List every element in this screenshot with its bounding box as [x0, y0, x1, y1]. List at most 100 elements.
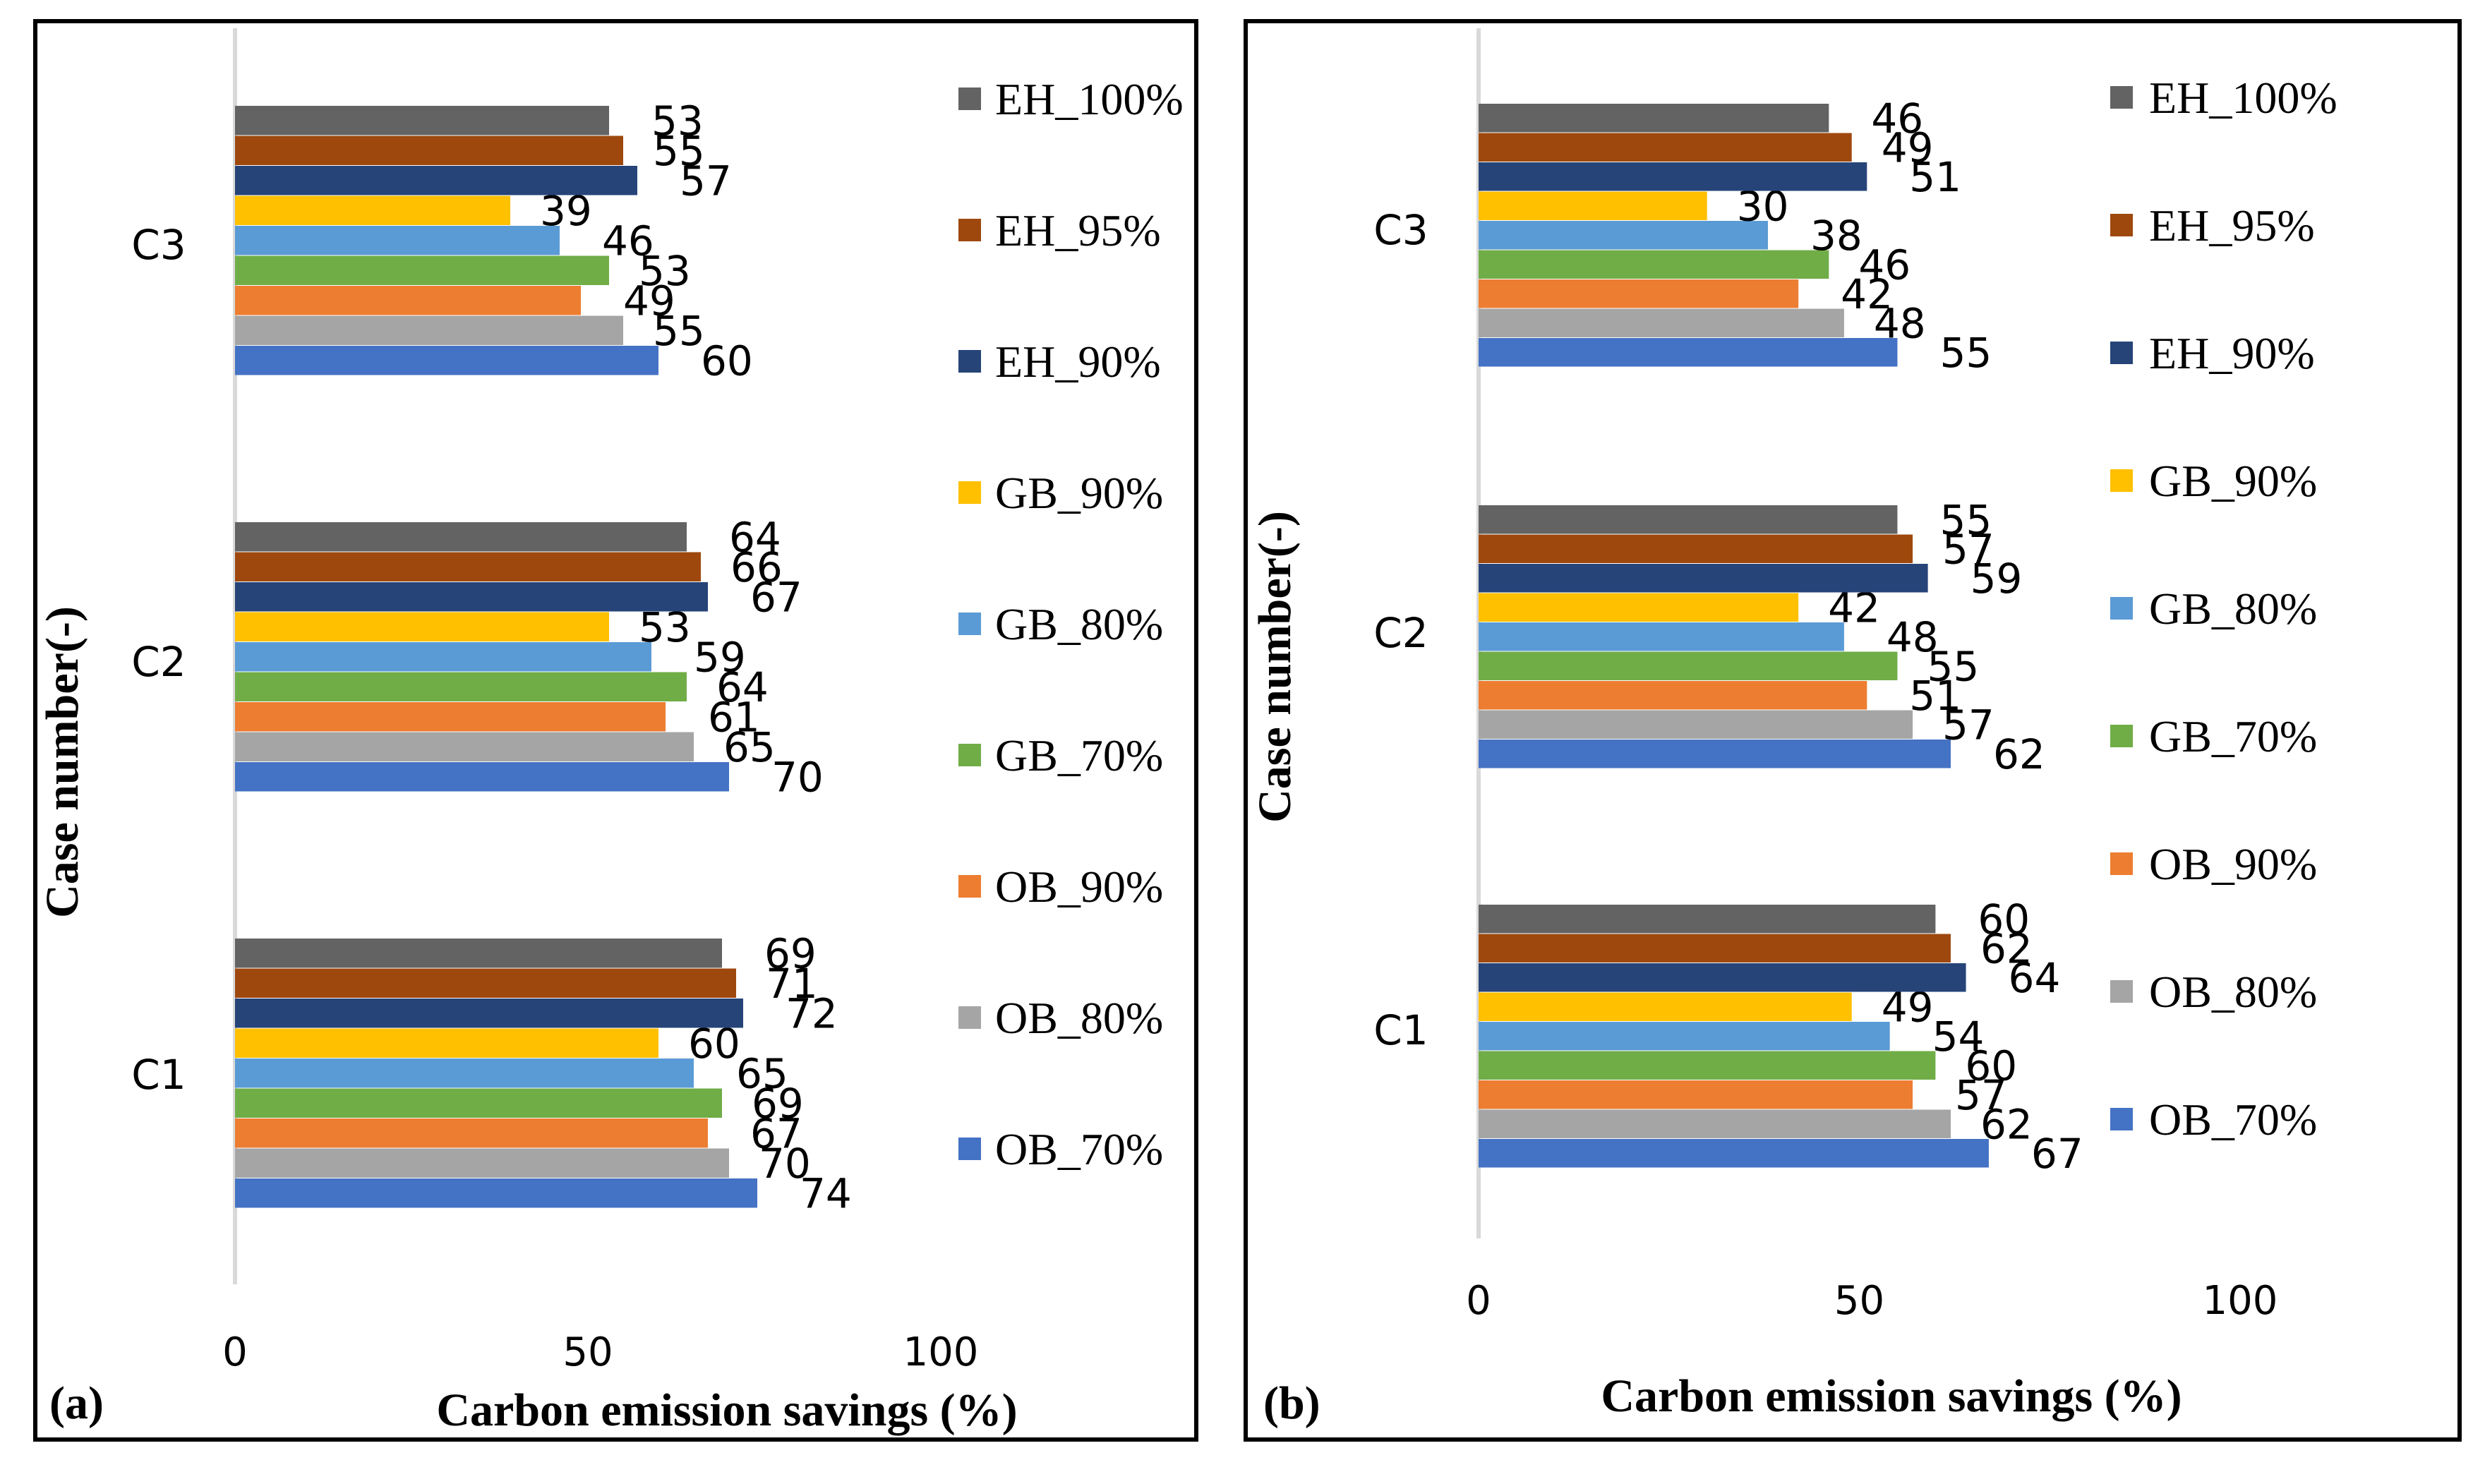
bar [235, 999, 743, 1028]
bar [235, 286, 581, 315]
legend-swatch [958, 1006, 981, 1029]
bar [1479, 250, 1829, 279]
bar [235, 582, 708, 612]
data-label: 46 [602, 217, 654, 265]
category-label: C2 [131, 638, 186, 686]
legend-swatch [958, 88, 981, 110]
data-label: 72 [786, 989, 838, 1037]
legend-swatch [2110, 214, 2133, 236]
legend-swatch [2110, 852, 2133, 875]
data-label: 51 [1909, 672, 1961, 720]
legend-swatch [2110, 1108, 2133, 1130]
legend-label: GB_80% [2149, 584, 2317, 634]
legend-swatch [958, 1138, 981, 1160]
bar [1479, 1109, 1951, 1138]
data-label: 62 [1980, 924, 2033, 972]
bar [235, 255, 609, 285]
bar [235, 315, 623, 345]
data-label: 48 [1887, 613, 1939, 661]
bar [235, 552, 701, 581]
bar [235, 1148, 729, 1178]
data-label: 60 [701, 337, 753, 385]
bar [1479, 740, 1951, 768]
data-label: 64 [716, 663, 769, 711]
bar [235, 1058, 694, 1088]
data-label: 64 [729, 513, 781, 561]
data-label: 70 [771, 753, 824, 801]
data-label: 60 [1965, 1042, 2017, 1090]
bar [235, 642, 651, 672]
panel-a: 747067696560727169C1706561645953676664C2… [33, 19, 1198, 1442]
bar [1479, 681, 1867, 710]
y-axis-title: Case number(-) [37, 606, 88, 918]
data-label: 57 [1955, 1071, 2007, 1119]
x-tick-label: 0 [222, 1329, 248, 1375]
data-label: 70 [759, 1140, 811, 1188]
bar [235, 195, 510, 225]
data-label: 49 [1882, 123, 1934, 171]
data-label: 62 [1980, 1100, 2033, 1148]
data-label: 59 [1970, 555, 2023, 603]
legend-label: GB_80% [995, 599, 1163, 649]
x-tick-label: 50 [562, 1329, 613, 1375]
data-label: 53 [639, 247, 691, 295]
bar [1479, 1080, 1913, 1109]
bar [235, 106, 609, 135]
legend-label: OB_80% [2149, 967, 2317, 1017]
legend-swatch [2110, 469, 2133, 492]
legend-swatch [958, 744, 981, 766]
data-label: 55 [653, 127, 705, 175]
panel-b: 676257605449646260C1625751554842595755C2… [1244, 19, 2462, 1442]
data-label: 55 [653, 307, 705, 355]
legend-label: EH_90% [995, 337, 1161, 387]
data-label: 55 [1939, 496, 1992, 544]
legend-swatch [958, 219, 981, 241]
bar [1479, 1051, 1936, 1080]
legend-label: OB_70% [2149, 1094, 2317, 1145]
legend-label: GB_70% [2149, 711, 2317, 761]
data-label: 51 [1909, 153, 1961, 201]
bar [1479, 104, 1829, 133]
legend-swatch [2110, 980, 2133, 1003]
x-tick-label: 100 [903, 1329, 979, 1375]
legend-swatch [958, 613, 981, 635]
data-label: 42 [1841, 270, 1893, 318]
category-label: C1 [131, 1051, 186, 1099]
data-label: 55 [1939, 329, 1992, 377]
bar [235, 135, 623, 165]
legend-label: EH_95% [995, 205, 1161, 255]
bar [235, 732, 694, 761]
bar [1479, 133, 1852, 162]
data-label: 67 [750, 1109, 802, 1157]
bar [235, 1088, 722, 1118]
bar [1479, 191, 1707, 220]
bar [235, 346, 658, 375]
legend-label: EH_90% [2149, 328, 2315, 378]
bar [1479, 992, 1852, 1021]
data-label: 38 [1810, 212, 1863, 260]
data-label: 65 [723, 723, 776, 771]
legend-swatch [2110, 597, 2133, 620]
category-label: C3 [131, 221, 186, 269]
legend-label: EH_100% [995, 74, 1184, 124]
bar [1479, 963, 1966, 992]
bar [235, 968, 736, 998]
x-tick-label: 0 [1466, 1278, 1491, 1324]
bar [1479, 622, 1844, 651]
data-label: 54 [1932, 1013, 1985, 1061]
bar [235, 672, 687, 701]
data-label: 49 [623, 277, 675, 325]
legend-swatch [958, 481, 981, 504]
bar [235, 226, 560, 255]
data-label: 67 [2031, 1130, 2083, 1178]
data-label: 64 [2009, 954, 2061, 1002]
legend-label: OB_80% [995, 993, 1163, 1043]
data-label: 66 [730, 543, 783, 591]
legend-swatch [2110, 725, 2133, 747]
bar [1479, 1022, 1890, 1051]
x-axis-title: Carbon emission savings (%) [1601, 1370, 2182, 1422]
bar [1479, 534, 1913, 563]
bar [1479, 593, 1799, 622]
bar [235, 1118, 708, 1148]
